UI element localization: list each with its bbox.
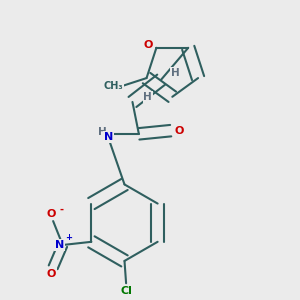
Text: CH₃: CH₃ (103, 81, 123, 91)
Text: O: O (47, 269, 56, 279)
Text: Cl: Cl (120, 286, 132, 296)
Text: H: H (98, 127, 106, 137)
Text: H: H (171, 68, 180, 78)
Text: N: N (104, 132, 113, 142)
Text: O: O (175, 126, 184, 136)
Text: O: O (47, 209, 56, 219)
Text: -: - (59, 205, 63, 215)
Text: +: + (65, 233, 72, 242)
Text: O: O (144, 40, 153, 50)
Text: H: H (143, 92, 152, 102)
Text: N: N (55, 240, 64, 250)
